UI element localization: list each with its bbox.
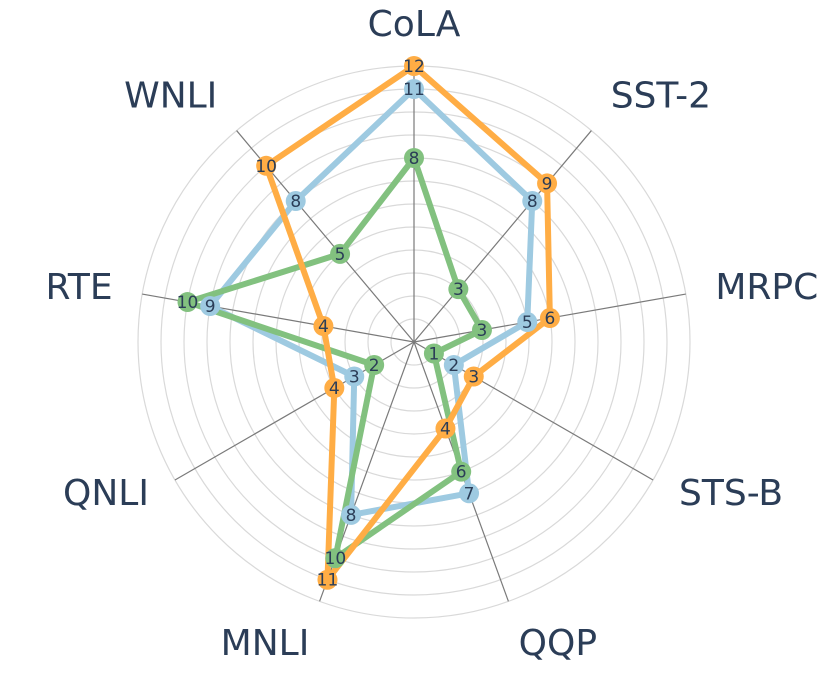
series-2-point-cola [404,148,424,168]
series-1-value-label-sst-2: 8 [527,192,538,212]
series-3-line [263,63,553,583]
axis-spoke-sst-2 [413,130,592,343]
series-3-value-label-qnli: 4 [329,379,340,399]
axis-label-mnli: MNLI [221,623,310,664]
series-2-value-label-cola: 8 [409,149,420,169]
series-1-point-mrpc [517,312,538,333]
series-3-value-label-wnli: 10 [255,157,277,177]
series-2-point-sts-b [423,343,444,364]
series-3-value-label-cola: 12 [403,57,425,77]
series-1-value-label-wnli: 8 [290,192,301,212]
series-3-value-label-mnli: 11 [317,571,339,591]
series-3-point-rte [313,316,334,337]
label-layer: CoLA SST-2 MRPC STS-B QQP MNLI QNLI RTE WNLI [46,4,819,664]
series-1-value-label-mrpc: 5 [522,313,533,333]
axis-label-cola: CoLA [368,4,461,45]
series-2-point-rte [177,292,198,313]
axis-label-qqp: QQP [519,623,597,664]
series-3-value-label-sst-2: 9 [542,174,553,194]
series-1-point-mnli [341,504,362,525]
series-1-point-sst-2 [522,191,543,212]
series-2-line [184,155,485,562]
series-2-value-label-rte: 10 [177,293,199,313]
series-3-point-mrpc [539,308,560,329]
series-1-value-label-qqp: 7 [464,484,475,504]
series-2-value-label-sts-b: 1 [429,345,440,365]
series-3-point-qnli [324,378,345,398]
series-3-point-wnli [256,155,277,176]
axis-label-sts-b: STS-B [679,473,783,514]
axis-label-wnli: WNLI [124,76,217,117]
series-1-point-wnli [285,191,306,212]
series-1-point-sts-b [443,355,464,375]
series-2-value-label-sst-2: 3 [453,280,464,300]
series-2-value-label-qnli: 2 [369,356,380,376]
series-2-value-label-mnli: 10 [325,549,347,569]
series-2-point-sst-2 [448,279,469,300]
series-1-point-cola [404,79,424,99]
series-1-value-label-mnli: 8 [346,506,357,526]
axis-label-sst-2: SST-2 [611,76,711,117]
series-2-point-mnli [325,548,346,569]
axis-label-qnli: QNLI [63,473,149,514]
series-2-value-label-qqp: 6 [456,463,467,483]
series-3-value-label-mrpc: 6 [544,309,555,329]
series-3-value-label-sts-b: 3 [468,368,479,388]
series-2-point-mrpc [471,320,492,341]
axis-label-rte: RTE [46,267,113,308]
series-2-value-label-wnli: 5 [335,245,346,265]
series-1-point-qqp [459,483,480,504]
axis-label-mrpc: MRPC [715,267,818,308]
series-1-value-label-rte: 9 [205,297,216,317]
series-3-value-label-qqp: 4 [440,419,451,439]
series-2-value-label-mrpc: 3 [477,321,488,341]
series-1-point-qnli [344,366,365,387]
series-3-point-qqp [435,418,456,439]
series-1-value-label-qnli: 3 [349,368,360,388]
series-3-point-sts-b [463,366,484,387]
series-1-value-label-cola: 11 [403,80,425,100]
series-3-point-sst-2 [537,173,558,194]
series-1-value-label-sts-b: 2 [448,356,459,376]
series-3-point-cola [404,56,424,76]
series-1-point-rte [200,296,221,317]
spoke-layer [142,66,686,602]
series-3-point-mnli [317,569,338,590]
series-2-point-qnli [364,355,385,375]
series-layer [184,63,553,583]
series-3-value-label-rte: 4 [318,317,329,337]
series-2-point-wnli [330,243,351,264]
series-2-point-qqp [451,461,472,482]
